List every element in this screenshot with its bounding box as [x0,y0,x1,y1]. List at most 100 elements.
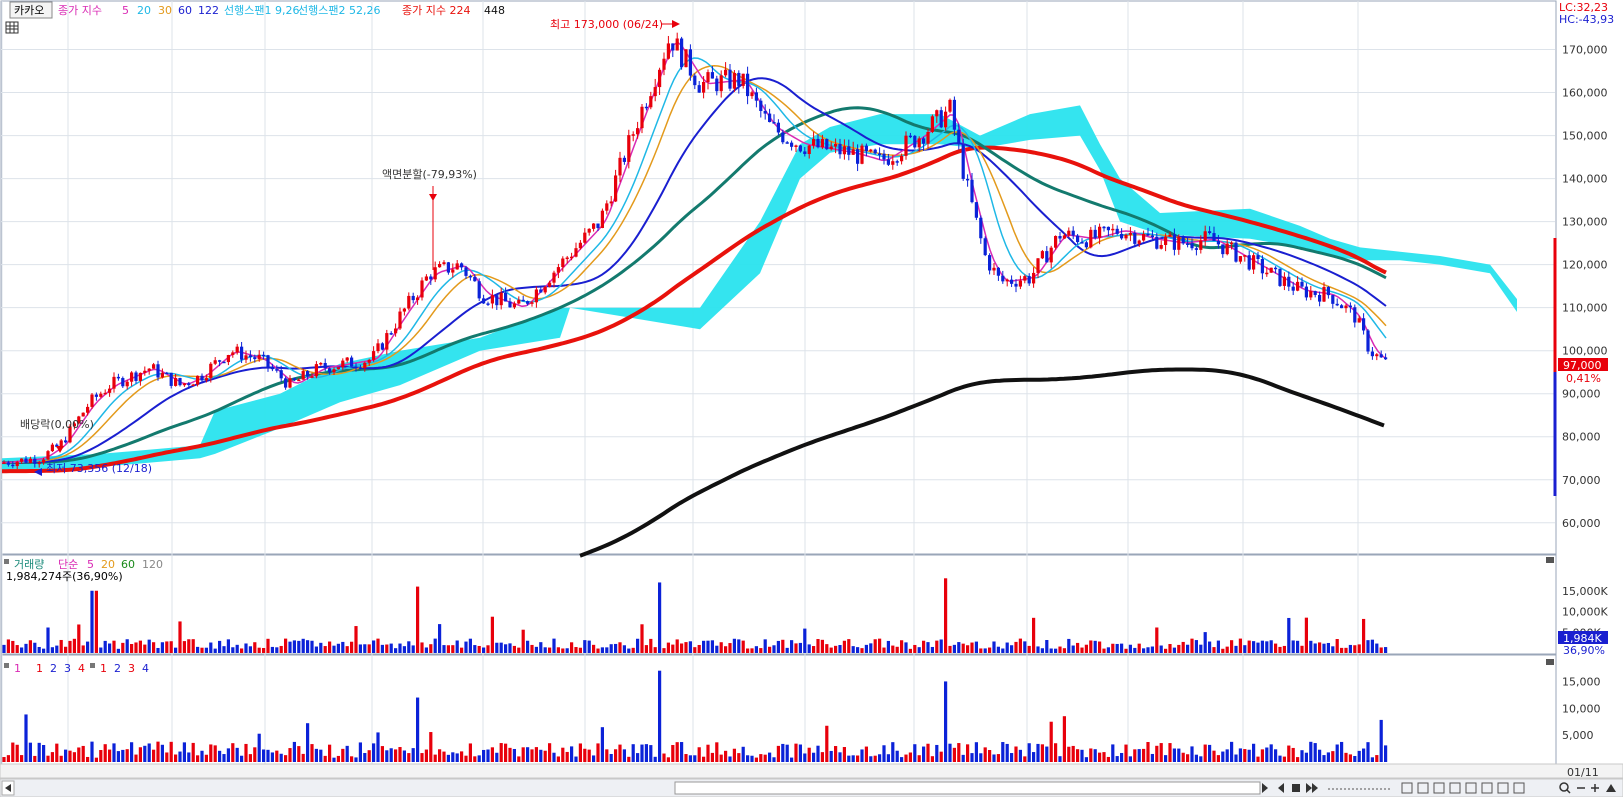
layout-icon-8[interactable] [1513,782,1525,794]
volume-bar [1133,647,1137,653]
candle-body [398,311,402,329]
candle-body [81,412,85,417]
volume-bar [1093,640,1097,653]
candle-body [644,106,648,109]
lower-bar [992,754,996,762]
stock-name-box[interactable] [9,1,53,19]
volume-bar [438,624,442,653]
lower-bar [1018,749,1022,762]
lower-bar [292,741,296,762]
layout-icon-5[interactable] [1465,782,1477,794]
lower-bar [1274,749,1278,762]
play-icon[interactable] [1262,783,1268,793]
lower-bar [11,742,15,762]
candle-body [737,72,741,86]
volume-bar [363,644,367,653]
volume-bar [1177,644,1181,653]
rewind-icon[interactable] [1278,783,1284,793]
lower-panel-close-icon[interactable] [1546,659,1554,665]
lower-bar [59,755,63,762]
lower-bar [1186,754,1190,762]
candle-body [706,72,710,82]
lower-bar [970,753,974,762]
volume-bar [332,645,336,653]
volume-bar [1054,648,1058,653]
lower-bar [266,749,270,762]
layout-icon-6[interactable] [1481,782,1493,794]
candle-body [1379,354,1383,358]
scroll-thumb[interactable] [674,781,1261,795]
lower-bar [1058,756,1062,762]
volume-bar [913,644,917,653]
candle-body [922,138,926,144]
layout-icon-4[interactable] [1449,782,1461,794]
lower-bar [614,749,618,762]
candle-body [1036,258,1040,273]
layout-icon-3[interactable] [1433,782,1445,794]
candle-body [834,143,838,147]
layout-icon-7[interactable] [1497,782,1509,794]
lower-tick-label: 15,000 [1562,675,1601,688]
lower-bar [851,755,855,762]
volume-bar [873,639,877,653]
lower-bar [746,755,750,762]
candle-body [710,72,714,79]
volume-tag-text: 1,984K [1563,632,1602,645]
lower-legend-g2-1: 1 [100,662,107,675]
candle-body [1243,255,1247,257]
candle-body [768,113,772,123]
stock-name[interactable]: 카카오 [14,4,44,17]
price-tick-label: 60,000 [1562,517,1601,530]
candle-body [1234,242,1238,262]
volume-panel-close-icon[interactable] [1546,557,1554,563]
stop-icon[interactable] [1292,784,1300,792]
volume-bar [204,647,208,653]
volume-panel-marker[interactable] [4,559,9,564]
candle-body [803,151,807,155]
lower-panel-marker-2[interactable] [90,663,95,668]
lower-panel-marker[interactable] [4,663,9,668]
lower-bar [358,742,362,762]
fast-forward-icon[interactable] [1306,783,1312,793]
table-icon[interactable] [5,21,19,34]
candle-body [851,149,855,155]
lower-bar [957,743,961,762]
candle-body [306,371,310,377]
lower-bar [279,753,283,762]
candle-body [165,372,169,375]
candle-body [1124,234,1128,239]
volume-bar [1164,648,1168,653]
candle-body [996,267,1000,276]
lower-bar [825,725,829,762]
volume-bar [706,640,710,653]
volume-bar [627,648,631,653]
layout-icon-1[interactable] [1401,782,1413,794]
volume-ma-label: 단순 [58,558,78,571]
lower-bar [138,747,142,762]
search-icon[interactable] [1559,782,1569,792]
lower-bar [996,754,1000,762]
lower-bar [640,744,644,762]
volume-bar [1331,646,1335,653]
volume-bar [1150,646,1154,653]
volume-bar [1375,643,1379,653]
candle-body [847,146,851,155]
split-arrow-icon [429,194,437,201]
scroll-up-icon[interactable] [1606,784,1616,792]
next-date-label: 01/11 [1567,766,1599,779]
lower-bar [64,749,68,762]
candle-body [28,458,32,463]
volume-bar [182,641,186,653]
volume-bar [473,645,477,653]
candle-body [957,129,961,145]
layout-icon-2[interactable] [1417,782,1429,794]
volume-bar [543,647,547,653]
lower-bar [341,748,345,762]
volume-bar [72,638,76,653]
candle-body [838,143,842,155]
candle-body [442,262,446,264]
lower-bar [1049,721,1053,762]
lower-bar [77,747,81,762]
candle-body [785,142,789,144]
